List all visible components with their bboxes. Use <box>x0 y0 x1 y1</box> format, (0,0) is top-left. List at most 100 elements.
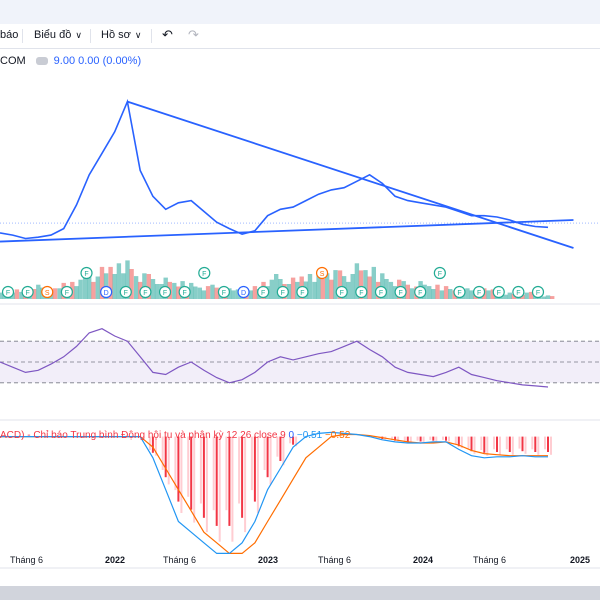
macd-histogram-bar <box>151 436 154 453</box>
volume-bar <box>95 276 100 299</box>
event-badge: F <box>492 285 505 299</box>
macd-histogram-bar <box>416 436 419 441</box>
macd-histogram-bar <box>167 436 170 485</box>
volume-bar <box>214 287 219 299</box>
volume-bar <box>346 281 351 299</box>
event-badge: F <box>276 285 289 299</box>
event-badge-circle <box>512 285 525 299</box>
event-badge: F <box>119 285 132 299</box>
volume-bar <box>193 286 198 299</box>
macd-histogram-bar <box>202 436 205 518</box>
event-badge-letter: F <box>202 271 206 278</box>
volume-bar <box>405 284 410 299</box>
macd-histogram-bar <box>187 436 190 497</box>
macd-histogram-bar <box>467 436 470 449</box>
volume-bar <box>490 289 496 299</box>
event-badge-circle <box>237 285 250 299</box>
volume-bar <box>312 281 317 299</box>
chart-canvas[interactable]: F F S F F D F F F F F F D F F F S F F F F F F F F F F F <box>0 48 600 586</box>
chart-menu-button[interactable]: Biểu đồ ∨ <box>34 29 82 41</box>
chevron-down-icon: ∨ <box>134 30 142 40</box>
event-badge: F <box>512 285 525 299</box>
volume-bar <box>511 294 517 299</box>
price-legend: COM 9.00 0.00 (0.00%) <box>0 55 141 67</box>
macd-histogram-bar <box>295 436 298 447</box>
macd-histogram-bar <box>460 436 463 449</box>
macd-histogram-bar <box>473 436 476 454</box>
volume-bar <box>329 279 334 299</box>
macd-histogram-bar <box>161 436 164 470</box>
volume-bar <box>448 289 453 299</box>
macd-histogram-bar <box>279 436 282 461</box>
volume-bar <box>550 296 555 299</box>
rsi-pane <box>0 328 600 388</box>
volume-bar <box>36 284 41 299</box>
volume-bar <box>74 286 79 299</box>
macd-histogram-bar <box>422 436 425 443</box>
volume-bar <box>316 273 321 299</box>
event-badge-circle <box>296 285 309 299</box>
macd-histogram-bar <box>454 436 457 445</box>
time-axis-label: Tháng 6 <box>163 555 197 565</box>
undo-icon[interactable]: ↶ <box>162 27 173 42</box>
volume-bar <box>325 273 330 299</box>
macd-histogram-bar <box>505 436 508 450</box>
event-badge: F <box>158 285 172 299</box>
event-badge-letter: S <box>45 290 50 297</box>
event-badge: D <box>237 285 250 299</box>
event-badge-letter: F <box>398 290 402 297</box>
event-badge-letter: S <box>320 271 325 278</box>
volume-bar <box>133 276 139 299</box>
volume-bar <box>10 292 15 299</box>
volume-bar <box>146 274 151 299</box>
event-badge-circle <box>473 285 486 299</box>
volume-bar <box>129 269 134 299</box>
macd-histogram-bar <box>269 436 272 485</box>
volume-bar <box>91 281 96 299</box>
volume-bar <box>320 279 325 299</box>
event-badge-letter: F <box>124 290 128 297</box>
volume-bar <box>19 291 24 299</box>
volume-bar <box>409 288 415 299</box>
macd-indicator-label: ACD) - Chỉ báo Trung bình Động hội tụ và… <box>0 430 286 441</box>
volume-bar <box>274 274 279 299</box>
macd-histogram-bar <box>199 436 202 504</box>
bottom-band <box>0 586 600 600</box>
event-badge: F <box>414 285 427 299</box>
alerts-button[interactable]: báo <box>0 29 18 41</box>
macd-histogram-bar <box>448 436 450 442</box>
event-badge-circle <box>257 285 270 299</box>
legend-visibility-icon[interactable] <box>35 57 48 66</box>
volume-bar <box>154 284 160 299</box>
macd-histogram-bar <box>511 436 514 455</box>
event-badge: F <box>139 285 152 299</box>
macd-histogram-bar <box>256 436 259 513</box>
event-badge: F <box>473 285 486 299</box>
volume-bar <box>333 270 338 299</box>
event-badge-letter: F <box>497 290 501 297</box>
macd-histogram-bar <box>457 436 460 447</box>
volume-bar <box>31 289 37 299</box>
volume-bar <box>443 286 449 299</box>
event-badge-circle <box>217 285 231 299</box>
volume-bar <box>248 290 253 299</box>
macd-histogram-bar <box>419 436 422 442</box>
event-badge-letter: F <box>359 290 363 297</box>
volume-bar <box>57 288 62 299</box>
volume-bar <box>367 276 372 299</box>
event-badge-letter: F <box>222 290 226 297</box>
volume-bar <box>290 277 296 299</box>
event-badge-circle <box>100 285 113 299</box>
rsi-band <box>0 341 600 383</box>
time-axis-label: 2024 <box>413 555 434 565</box>
macd-histogram-bar <box>394 436 397 441</box>
macd-histogram-bar <box>537 436 540 455</box>
profile-menu-button[interactable]: Hồ sơ ∨ <box>101 29 141 41</box>
macd-histogram-bar <box>238 436 241 504</box>
volume-bar <box>337 270 343 299</box>
volume-bar <box>201 290 207 299</box>
redo-icon[interactable]: ↷ <box>188 27 199 42</box>
macd-histogram-bar <box>289 436 292 444</box>
event-badge: F <box>80 266 93 280</box>
macd-histogram-bar <box>225 436 228 511</box>
